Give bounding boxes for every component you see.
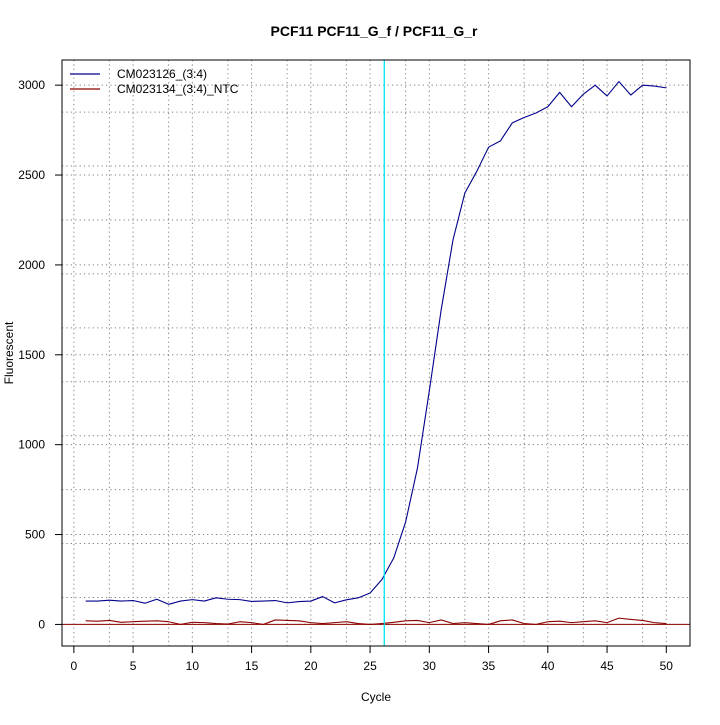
x-axis-label: Cycle (361, 690, 391, 704)
plot-frame (61, 59, 691, 647)
x-tick-label: 5 (130, 659, 137, 673)
y-tick-label: 0 (38, 617, 45, 631)
y-axis: 0 500 1000 1500 2000 2500 3000 (18, 78, 62, 631)
series-line-2 (85, 617, 667, 625)
x-tick-label: 0 (71, 659, 78, 673)
x-tick-label: 45 (600, 659, 614, 673)
y-tick-label: 2500 (18, 168, 45, 182)
y-tick-label: 1500 (18, 348, 45, 362)
x-tick-label: 20 (304, 659, 318, 673)
y-axis-label: Fluorescent (2, 321, 16, 384)
x-tick-label: 25 (363, 659, 377, 673)
chart-title: PCF11 PCF11_G_f / PCF11_G_r (271, 23, 479, 39)
x-tick-label: 40 (541, 659, 555, 673)
y-tick-label: 500 (25, 528, 45, 542)
y-tick-label: 2000 (18, 258, 45, 272)
x-tick-label: 10 (186, 659, 200, 673)
x-axis: 0 5 10 15 20 25 30 35 40 45 50 (71, 646, 674, 673)
x-tick-label: 50 (660, 659, 674, 673)
x-tick-label: 30 (423, 659, 437, 673)
grid-layer (62, 60, 690, 646)
legend-label-series-1: CM023126_(3:4) (117, 67, 207, 81)
y-tick-label: 1000 (18, 438, 45, 452)
legend: CM023126_(3:4) CM023134_(3:4)_NTC (70, 67, 239, 96)
series-line-1 (85, 81, 667, 605)
series-layer (85, 81, 667, 625)
y-tick-label: 3000 (18, 78, 45, 92)
legend-label-series-2: CM023134_(3:4)_NTC (117, 82, 239, 96)
x-tick-label: 35 (482, 659, 496, 673)
x-tick-label: 15 (245, 659, 259, 673)
